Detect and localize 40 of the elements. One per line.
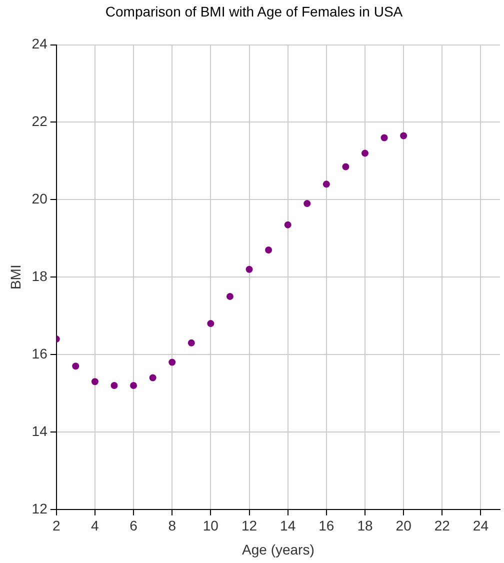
y-tick-label: 24 [32, 36, 48, 52]
chart-title: Comparison of BMI with Age of Females in USA [105, 3, 404, 20]
point [149, 374, 156, 382]
point [304, 200, 311, 208]
x-tick-label: 16 [318, 518, 334, 534]
x-tick-label: 14 [280, 518, 296, 534]
x-tick-label: 8 [168, 518, 176, 534]
x-tick-label: 6 [130, 518, 138, 534]
y-tick-label: 18 [32, 268, 48, 284]
point [168, 358, 176, 366]
point [91, 378, 98, 386]
point [265, 246, 272, 254]
point [380, 134, 388, 142]
x-tick-label: 20 [396, 518, 412, 534]
y-tick-label: 14 [32, 422, 48, 439]
point [72, 362, 80, 370]
point [110, 382, 118, 390]
point [322, 180, 330, 188]
point [284, 221, 292, 228]
x-tick-label: 12 [241, 518, 258, 534]
y-tick-label: 22 [32, 113, 48, 130]
y-tick-label: 16 [32, 345, 48, 362]
y-tick-label: 12 [32, 500, 48, 516]
y-axis-title: BMI [7, 264, 24, 290]
x-tick-label: 24 [472, 518, 489, 534]
x-axis-title: Age (years) [242, 541, 314, 558]
x-tick-label: 18 [357, 518, 373, 534]
point [361, 150, 368, 157]
x-tick-label: 22 [434, 518, 450, 534]
point [226, 292, 234, 300]
point [246, 266, 253, 273]
x-tick-label: 4 [91, 518, 100, 534]
point [130, 382, 138, 390]
point [207, 320, 214, 328]
point [342, 163, 350, 170]
x-tick-label: 10 [202, 518, 219, 534]
point [188, 339, 195, 346]
y-tick-label: 20 [32, 190, 48, 207]
x-tick-label: 2 [52, 518, 60, 534]
point [400, 132, 408, 140]
